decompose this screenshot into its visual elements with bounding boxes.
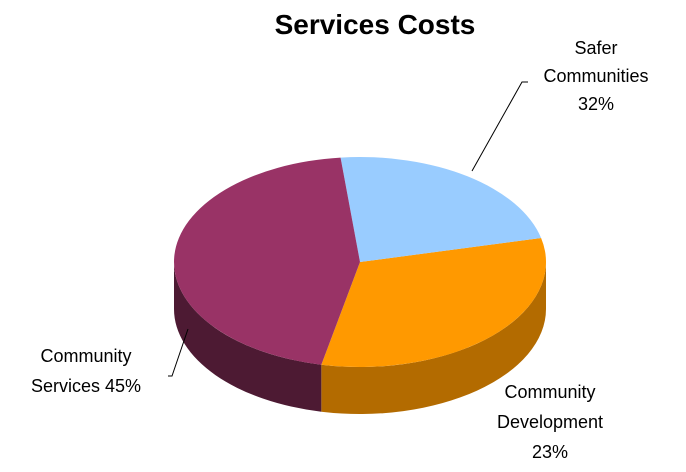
slice-label-line: Safer [574,38,617,58]
slice-label-line: Community [504,382,595,402]
slice-label-1: Community Development 23% [497,382,603,462]
slice-label-line: Development [497,412,603,432]
slice-label-2: Community Services 45% [31,346,141,396]
slice-label-line: 32% [578,94,614,114]
slice-label-line: 23% [532,442,568,462]
slice-label-line: Services 45% [31,376,141,396]
slice-label-line: Community [40,346,131,366]
pie-slices [174,157,546,367]
leader-line-0 [472,82,528,171]
slice-label-line: Communities [543,66,648,86]
chart-title: Services Costs [275,9,476,40]
slice-label-0: Safer Communities 32% [543,38,648,114]
